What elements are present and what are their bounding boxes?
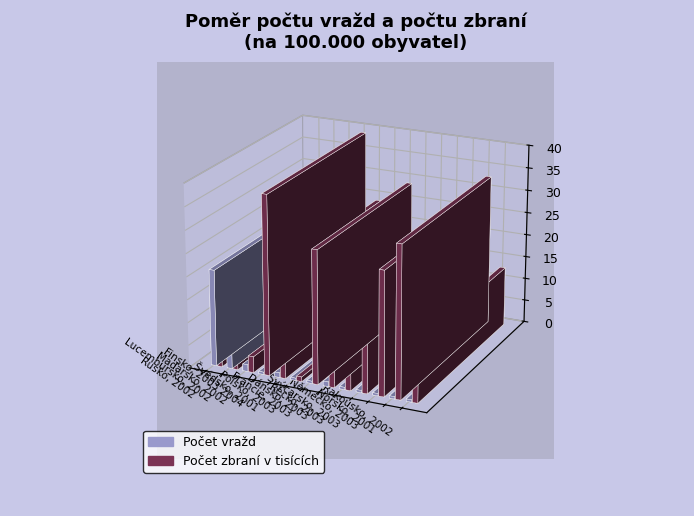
Title: Poměr počtu vražd a počtu zbraní
(na 100.000 obyvatel): Poměr počtu vražd a počtu zbraní (na 100… xyxy=(185,13,527,52)
Legend: Počet vražd, Počet zbraní v tisících: Počet vražd, Počet zbraní v tisících xyxy=(144,431,324,473)
